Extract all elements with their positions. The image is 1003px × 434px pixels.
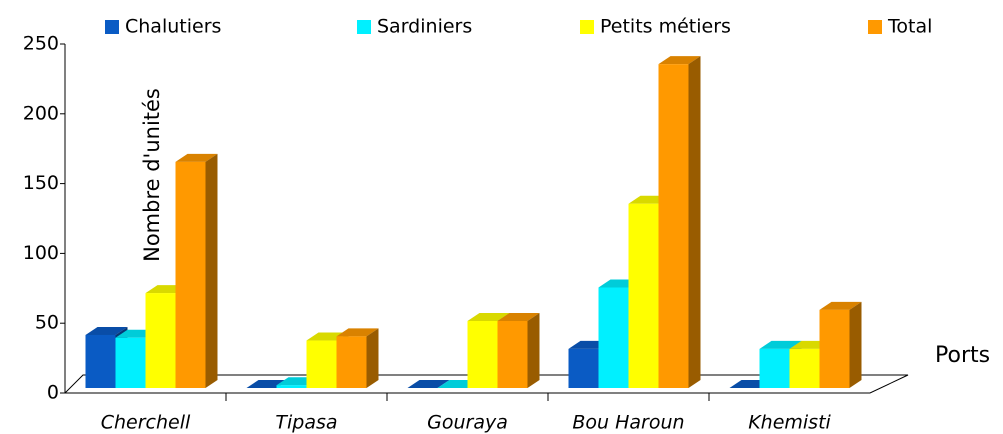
x-tick-label: Tipasa <box>275 412 337 434</box>
bar-front <box>306 340 337 388</box>
y-tick-label: 250 <box>23 33 59 55</box>
bar <box>819 301 862 388</box>
bar <box>407 380 450 388</box>
bar-top <box>658 56 701 65</box>
bar-front <box>598 287 629 388</box>
bar-front <box>789 348 820 388</box>
x-tick-label: Cherchell <box>101 412 191 434</box>
bar-top <box>467 312 510 321</box>
y-tick-label: 50 <box>35 312 59 334</box>
bar <box>336 328 379 388</box>
legend-swatch <box>105 20 119 34</box>
bar-top <box>759 340 802 349</box>
bar-top <box>407 380 450 388</box>
legend-label: Total <box>887 16 932 38</box>
bar-front <box>497 320 528 388</box>
bar-top <box>175 153 218 162</box>
legend-swatch <box>868 20 882 34</box>
legend-label: Chalutiers <box>125 16 221 38</box>
bar-front <box>658 64 689 389</box>
bar-top <box>497 312 540 321</box>
bar-side <box>366 328 379 388</box>
bar-front <box>115 337 146 388</box>
bar-top <box>85 326 128 335</box>
bar <box>658 56 701 389</box>
bar-front <box>568 348 599 388</box>
bar-front <box>145 293 176 388</box>
legend-swatch <box>357 20 371 34</box>
x-axis-label: Ports <box>935 343 990 368</box>
y-tick-label: 100 <box>23 242 59 264</box>
bar-front <box>467 320 498 388</box>
bar <box>175 153 218 388</box>
x-tick-label: Khemisti <box>748 412 831 434</box>
bar-front <box>85 334 116 388</box>
y-tick-label: 200 <box>23 102 59 124</box>
bar-top <box>819 301 862 310</box>
bar-front <box>819 309 850 388</box>
legend-swatch <box>580 20 594 34</box>
bar-front <box>175 161 206 388</box>
bar-side <box>527 312 540 388</box>
y-tick-label: 150 <box>23 172 59 194</box>
bar-side <box>849 301 862 388</box>
bar-front <box>276 385 307 388</box>
x-tick-label: Gouraya <box>427 412 508 434</box>
bar-side <box>205 153 218 388</box>
y-tick-label: 0 <box>47 382 59 404</box>
bar-front <box>759 348 790 388</box>
bar-side <box>688 56 701 389</box>
bar-front <box>628 203 659 388</box>
bar-top <box>336 328 379 337</box>
legend-label: Petits métiers <box>600 16 731 38</box>
bar-front <box>336 336 367 388</box>
legend-label: Sardiniers <box>377 16 472 38</box>
bar <box>497 312 540 388</box>
y-axis-label: Nombre d'unités <box>140 88 164 262</box>
x-tick-label: Bou Haroun <box>572 412 684 434</box>
